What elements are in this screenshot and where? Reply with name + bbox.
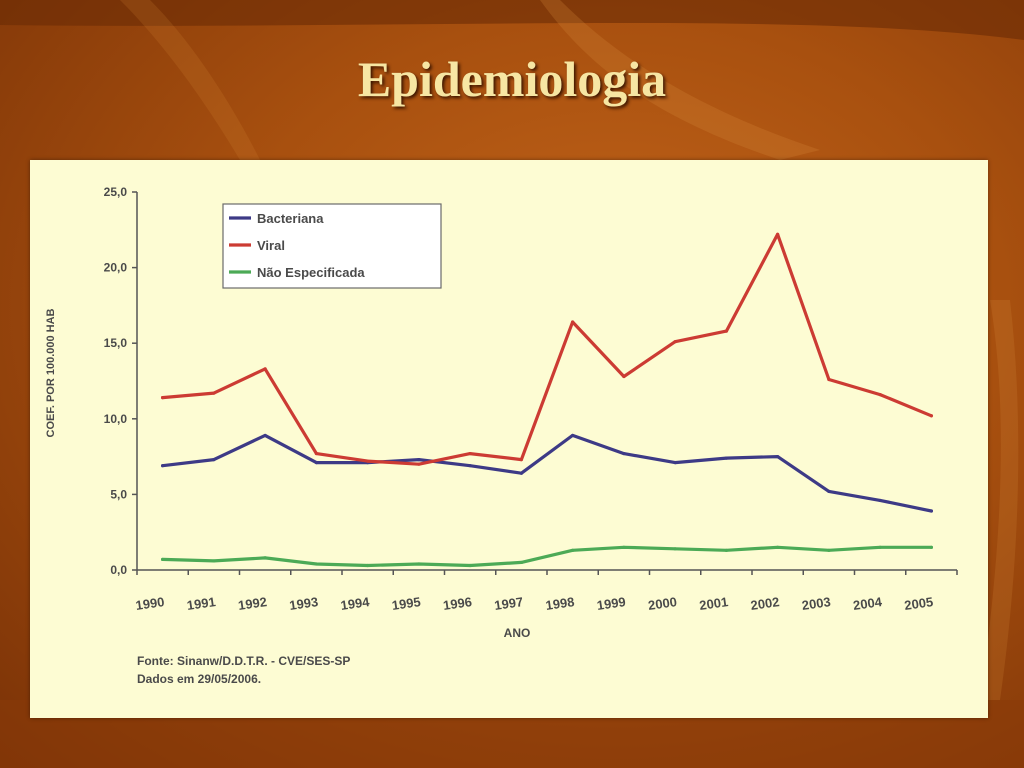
x-tick-label: 2001 — [698, 594, 729, 613]
x-axis-title: ANO — [504, 626, 531, 640]
data-point — [622, 374, 626, 379]
data-point — [724, 329, 728, 333]
data-point — [212, 391, 216, 395]
data-point — [622, 451, 626, 456]
data-point — [878, 393, 882, 397]
data-point — [212, 559, 216, 563]
data-point — [827, 377, 831, 382]
data-point — [724, 548, 728, 552]
source-note: Fonte: Sinanw/D.D.T.R. - CVE/SES-SP — [137, 654, 351, 668]
x-tick-label: 1998 — [545, 594, 576, 613]
x-tick-label: 1992 — [237, 594, 268, 613]
data-point — [878, 545, 882, 549]
x-tick-label: 1997 — [493, 594, 524, 613]
chart-panel: 0,0 5,0 10,0 15,0 20,0 25,0 1990 1991 1992 1993 19… — [30, 160, 988, 718]
data-point — [161, 557, 165, 562]
data-point — [878, 498, 882, 503]
data-point — [468, 563, 472, 568]
data-point — [622, 545, 626, 549]
data-point — [827, 548, 831, 552]
slide-title: Epidemiologia — [357, 51, 667, 107]
data-point — [263, 433, 267, 438]
series-line-1 — [161, 232, 934, 466]
legend-label-0: Bacteriana — [257, 211, 324, 226]
data-point — [519, 471, 523, 475]
data-point — [314, 562, 318, 566]
x-tick-label: 2005 — [903, 594, 934, 613]
x-tick-label: 2002 — [750, 594, 781, 613]
x-tick-label: 1993 — [288, 594, 319, 613]
y-tick-label: 20,0 — [104, 261, 128, 275]
data-point — [519, 458, 523, 462]
data-point — [417, 462, 421, 466]
data-point — [468, 451, 472, 456]
y-axis-title: COEF. POR 100.000 HAB — [45, 308, 57, 437]
data-point — [212, 458, 216, 462]
data-point — [724, 456, 728, 460]
x-tick-label: 1996 — [442, 594, 473, 613]
data-point — [827, 489, 831, 493]
y-tick-label: 5,0 — [110, 487, 127, 501]
x-tick-label: 1994 — [340, 594, 371, 613]
data-point — [776, 232, 780, 236]
y-tick-label: 10,0 — [104, 412, 128, 426]
series-line-0 — [161, 433, 934, 513]
data-point — [519, 560, 523, 565]
data-point — [366, 459, 370, 463]
line-chart: 0,0 5,0 10,0 15,0 20,0 25,0 1990 1991 1992 1993 19… — [45, 185, 958, 640]
data-point — [673, 547, 677, 551]
legend-box — [222, 203, 442, 289]
x-tick-label: 1991 — [186, 594, 217, 613]
x-tick-label: 2004 — [852, 594, 883, 613]
data-point — [571, 433, 575, 438]
data-point — [673, 340, 677, 344]
x-tick-label: 1995 — [391, 594, 422, 613]
data-point — [417, 562, 421, 566]
data-point — [263, 367, 267, 371]
legend-label-2: Não Especificada — [257, 265, 365, 280]
data-point — [776, 455, 780, 459]
data-point — [161, 464, 165, 468]
data-point — [571, 320, 575, 324]
data-point — [366, 563, 370, 568]
x-tick-label: 2000 — [647, 594, 678, 613]
legend-label-1: Viral — [257, 238, 285, 253]
data-point — [314, 461, 318, 465]
data-point — [161, 396, 165, 400]
data-point — [929, 509, 933, 513]
date-note: Dados em 29/05/2006. — [137, 672, 262, 686]
x-tick-label: 1990 — [135, 594, 166, 613]
series-line-2 — [161, 545, 934, 568]
x-tick-label: 1999 — [596, 594, 627, 613]
x-tick-label: 2003 — [801, 594, 832, 613]
y-tick-label: 25,0 — [104, 185, 128, 199]
data-point — [468, 464, 472, 468]
data-point — [263, 556, 267, 560]
y-tick-label: 15,0 — [104, 336, 128, 350]
data-point — [417, 458, 421, 462]
data-point — [929, 545, 933, 549]
data-point — [929, 414, 933, 418]
data-point — [314, 451, 318, 456]
data-point — [776, 545, 780, 549]
data-point — [571, 548, 575, 552]
data-point — [673, 461, 677, 465]
y-tick-label: 0,0 — [110, 563, 127, 577]
